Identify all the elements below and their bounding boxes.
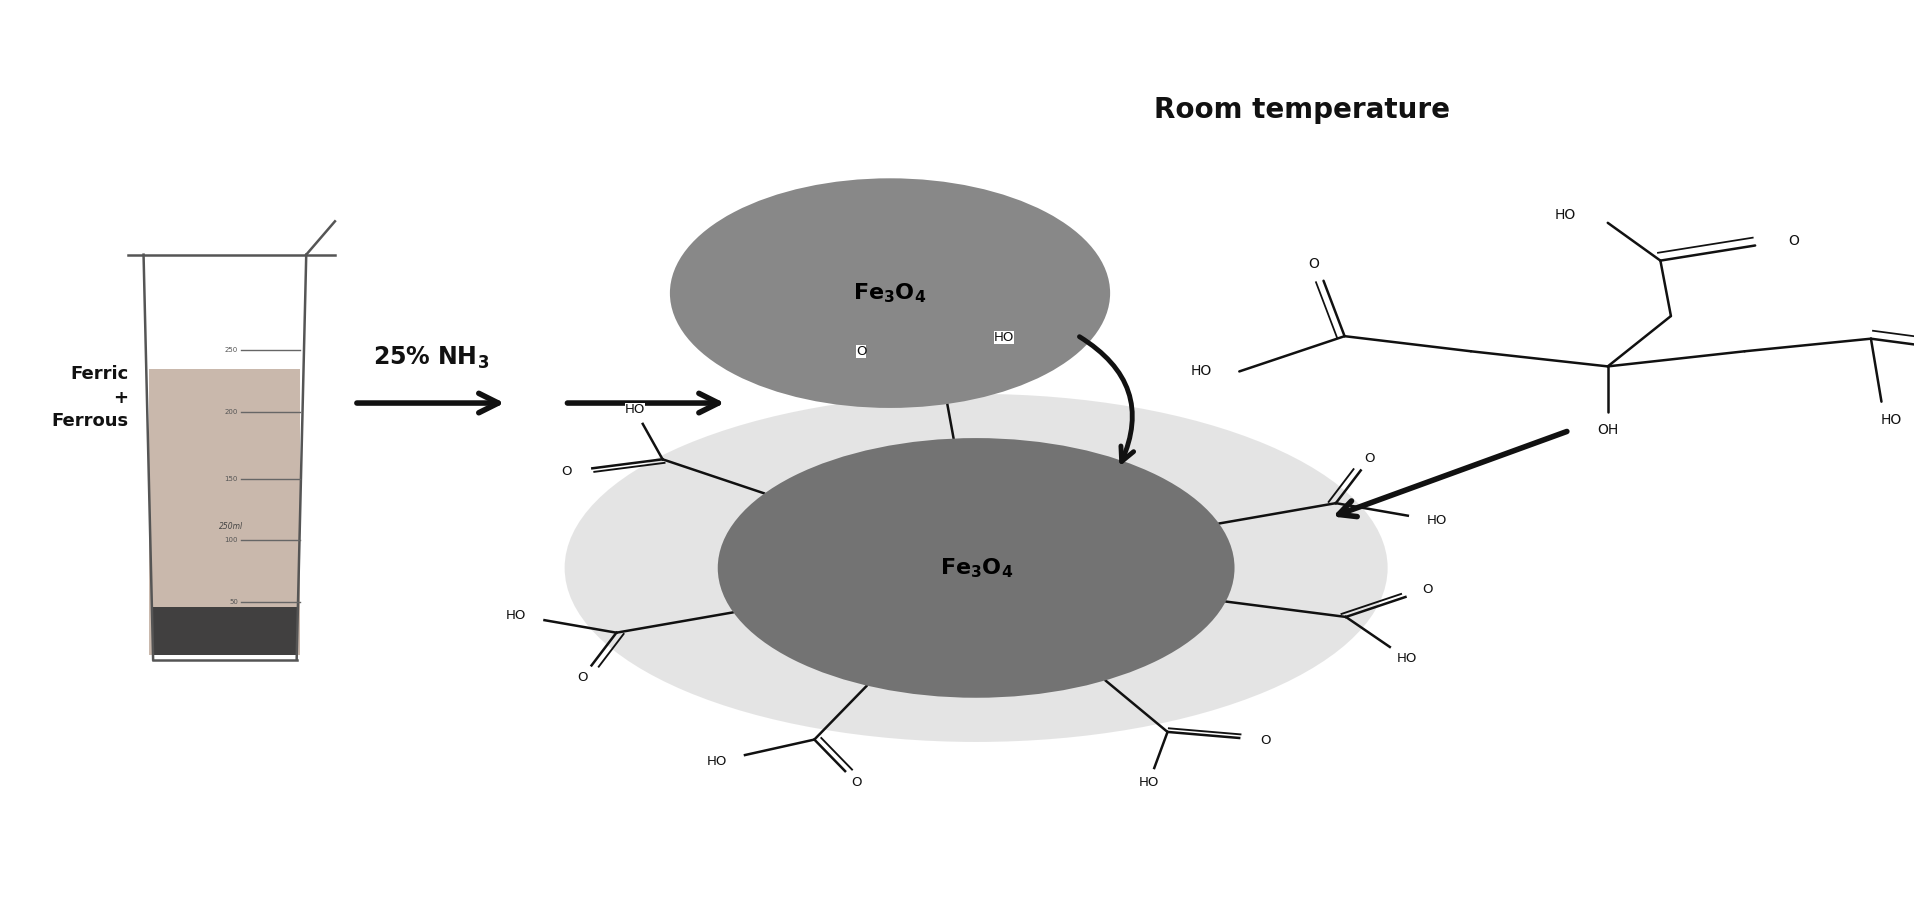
Text: HO: HO bbox=[706, 755, 727, 768]
Text: HO: HO bbox=[1191, 365, 1212, 378]
Text: 150: 150 bbox=[224, 475, 237, 482]
Text: OH: OH bbox=[1596, 423, 1619, 437]
Text: $\mathbf{Fe_3O_4}$: $\mathbf{Fe_3O_4}$ bbox=[854, 281, 926, 305]
Text: $\mathbf{25\%\ NH_3}$: $\mathbf{25\%\ NH_3}$ bbox=[373, 344, 488, 371]
Text: HO: HO bbox=[624, 403, 645, 416]
Text: O: O bbox=[1309, 257, 1319, 271]
FancyBboxPatch shape bbox=[153, 607, 297, 655]
Text: O: O bbox=[852, 776, 861, 790]
Ellipse shape bbox=[718, 438, 1235, 698]
Text: 100: 100 bbox=[224, 538, 237, 543]
Text: $\mathbf{Fe_3O_4}$: $\mathbf{Fe_3O_4}$ bbox=[940, 556, 1013, 580]
Text: 50: 50 bbox=[230, 599, 237, 605]
Text: 200: 200 bbox=[224, 409, 237, 415]
Text: 250ml: 250ml bbox=[218, 521, 243, 530]
Text: O: O bbox=[561, 465, 572, 478]
Text: HO: HO bbox=[1397, 652, 1418, 665]
Text: Room temperature: Room temperature bbox=[1154, 96, 1449, 124]
Text: HO: HO bbox=[993, 331, 1014, 344]
Text: O: O bbox=[1788, 234, 1799, 248]
Ellipse shape bbox=[565, 394, 1388, 742]
Text: HO: HO bbox=[1139, 776, 1160, 789]
Text: HO: HO bbox=[505, 608, 526, 622]
Text: O: O bbox=[1422, 583, 1434, 596]
Text: Ferric
+
Ferrous: Ferric + Ferrous bbox=[52, 365, 128, 431]
Text: HO: HO bbox=[1554, 209, 1577, 223]
Text: O: O bbox=[1365, 452, 1374, 465]
Text: O: O bbox=[578, 671, 588, 684]
FancyArrowPatch shape bbox=[1079, 337, 1133, 462]
Text: HO: HO bbox=[1426, 514, 1447, 528]
Ellipse shape bbox=[670, 179, 1110, 408]
Text: HO: HO bbox=[1880, 413, 1903, 427]
Text: O: O bbox=[856, 345, 867, 358]
Text: O: O bbox=[1259, 734, 1271, 747]
FancyBboxPatch shape bbox=[149, 369, 300, 655]
Text: 250: 250 bbox=[224, 347, 237, 353]
